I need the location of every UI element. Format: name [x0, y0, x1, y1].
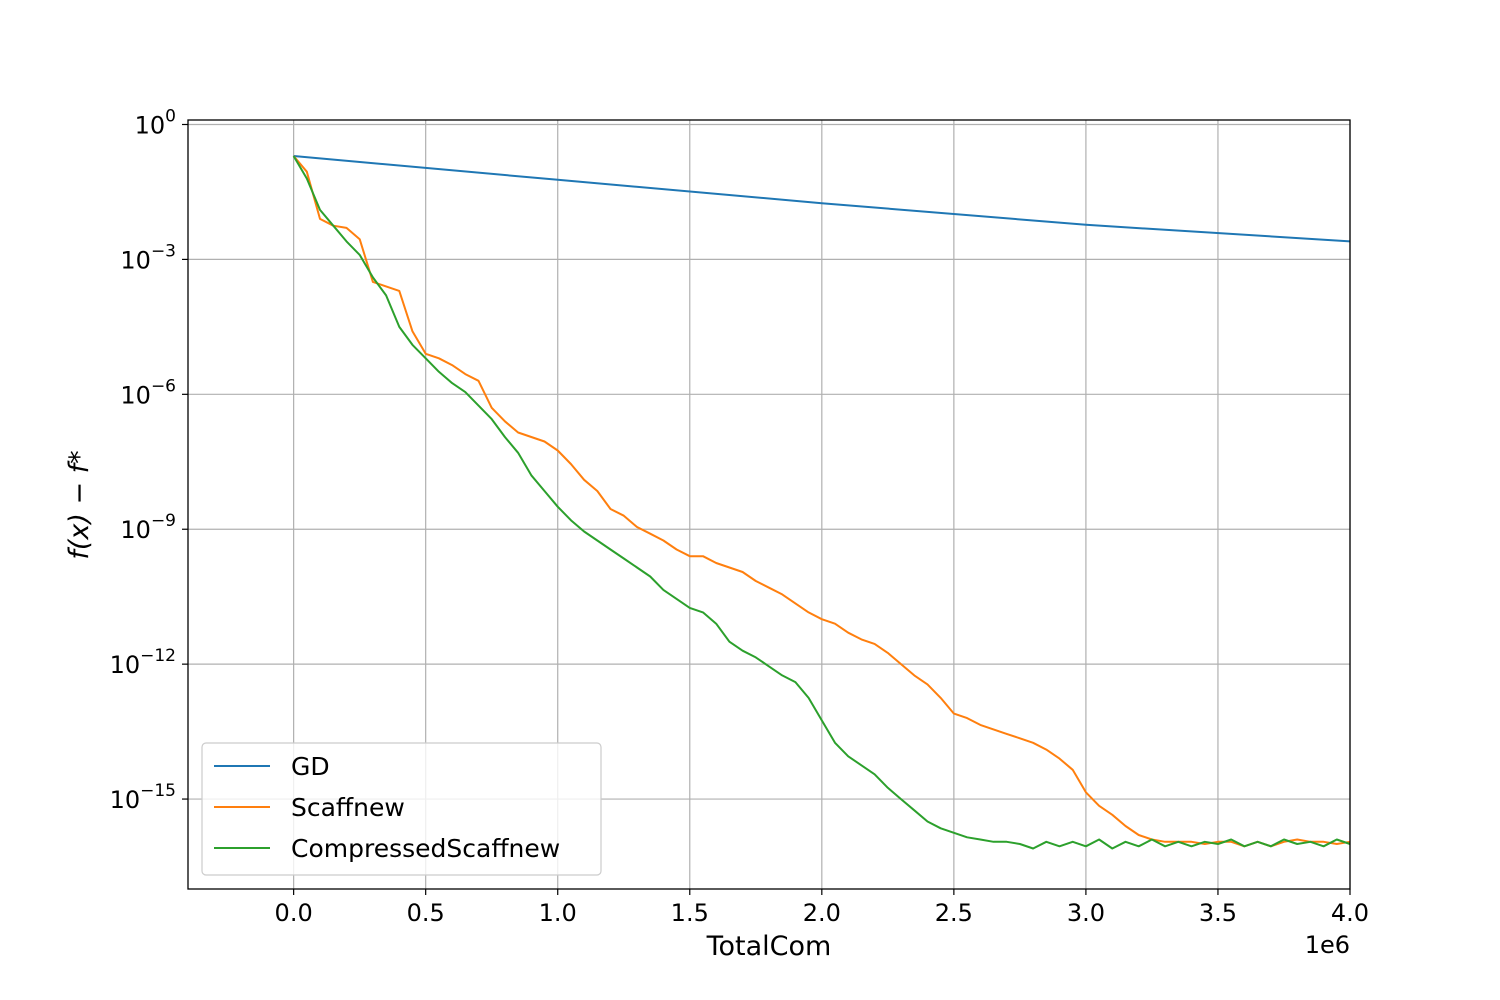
- x-tick-label: 0.0: [275, 899, 313, 927]
- series-line-gd: [293, 155, 1351, 243]
- legend-box: [201, 742, 602, 876]
- y-tick-label: 10−3: [120, 241, 176, 274]
- x-tick-label: 2.5: [935, 899, 973, 927]
- x-axis-multiplier: 1e6: [1305, 931, 1350, 959]
- series-line-compressedscaffnew: [292, 155, 1351, 850]
- legend: GD Scaffnew CompressedScaffnew: [201, 742, 602, 876]
- y-axis-label: f(x) − f*: [64, 450, 95, 559]
- y-tick-label: 10−6: [120, 376, 176, 409]
- x-axis-label: TotalCom: [706, 931, 832, 962]
- x-tick-label: 2.0: [803, 899, 841, 927]
- y-tick-label: 10−9: [120, 511, 176, 544]
- x-tick-label: 1.0: [539, 899, 577, 927]
- x-tick-label: 4.0: [1331, 899, 1369, 927]
- x-tick-label: 3.5: [1199, 899, 1237, 927]
- x-tick-label: 0.5: [407, 899, 445, 927]
- series-line-scaffnew: [292, 155, 1351, 848]
- data-series: [292, 155, 1351, 850]
- plot-frame: [187, 119, 1351, 890]
- legend-label-gd: GD: [291, 752, 330, 781]
- y-tick-label: 10−12: [110, 646, 176, 679]
- y-tick-label: 100: [135, 106, 176, 139]
- legend-label-scaffnew: Scaffnew: [291, 793, 405, 822]
- legend-label-compressedscaffnew: CompressedScaffnew: [291, 834, 560, 863]
- axis-ticks: 0.0 0.5 1.0 1.5 2.0 2.5 3.0 3.5 4.0 100 10−3 10−6 10…: [110, 106, 1370, 927]
- x-tick-label: 1.5: [671, 899, 709, 927]
- x-tick-label: 3.0: [1067, 899, 1105, 927]
- y-tick-label: 10−15: [110, 781, 176, 814]
